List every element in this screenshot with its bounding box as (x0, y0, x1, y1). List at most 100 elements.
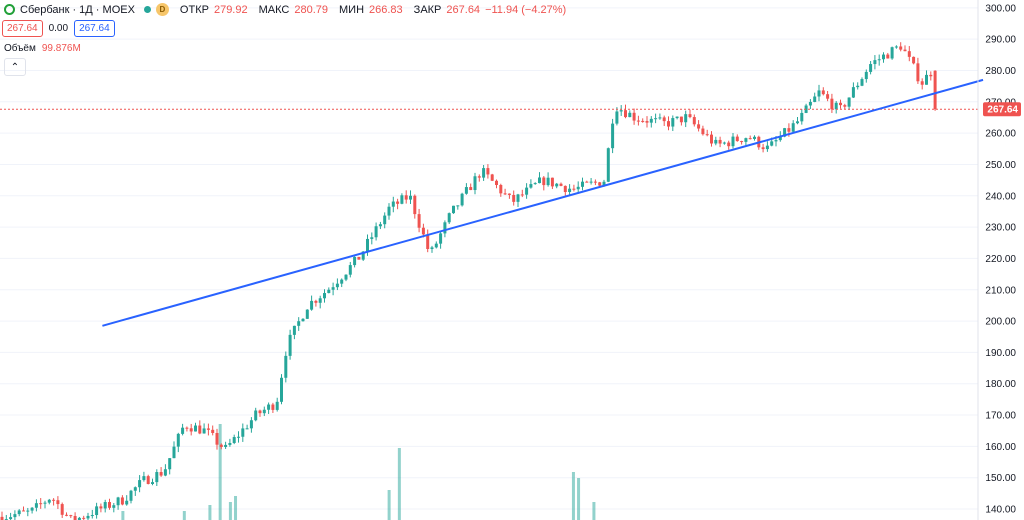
candle-body (722, 142, 726, 144)
collapse-legend-button[interactable]: ⌃ (4, 58, 26, 76)
candle-body (353, 256, 357, 266)
candle-body (77, 517, 81, 520)
candle-body (26, 510, 30, 512)
close-value: 267.64 (446, 3, 481, 16)
candle-body (611, 123, 615, 149)
candle-body (103, 502, 107, 509)
candle-body (138, 480, 142, 488)
candle-body (378, 224, 382, 227)
candle-body (22, 510, 25, 512)
candle-body (434, 243, 438, 248)
volume-bar (208, 505, 212, 520)
price-boxes: 267.64 0.00 267.64 (2, 20, 115, 37)
change-value: −11.94 (−4.27%) (485, 3, 567, 16)
candle-body (894, 46, 898, 48)
candle-body (839, 102, 842, 106)
volume-bar (397, 448, 401, 520)
volume-bar (218, 424, 222, 520)
candle-body (374, 226, 378, 238)
candle-body (335, 283, 339, 288)
candle-body (783, 128, 787, 137)
candle-body (753, 136, 756, 139)
buy-price-button[interactable]: 267.64 (74, 20, 115, 37)
candle-body (636, 120, 640, 122)
close-label: ЗАКР (413, 3, 442, 16)
candle-body (679, 116, 683, 123)
candle-body (856, 85, 860, 88)
price-axis: 300.00290.00280.00270.00260.00250.00240.… (985, 3, 1016, 515)
candle-body (430, 247, 434, 250)
candle-body (581, 181, 584, 187)
candle-body (568, 188, 572, 193)
volume-bar (387, 490, 391, 520)
candle-body (890, 47, 894, 59)
candle-body (882, 54, 885, 60)
candle-body (421, 227, 425, 235)
candle-body (443, 222, 447, 234)
candle-body (185, 427, 189, 429)
candle-body (593, 181, 597, 183)
price-tick-label: 280.00 (985, 66, 1016, 77)
candle-body (86, 515, 90, 519)
candle-body (671, 118, 675, 127)
candle-body (796, 121, 799, 124)
candle-body (237, 436, 240, 438)
sell-price-button[interactable]: 267.64 (2, 20, 43, 37)
candle-body (413, 195, 417, 215)
candle-body (851, 87, 855, 98)
candle-body (47, 499, 51, 503)
candle-body (529, 184, 533, 188)
symbol-title[interactable]: Сбербанк · 1Д · MOEX (20, 3, 135, 16)
candle-body (533, 183, 537, 185)
volume-bar (577, 478, 581, 520)
candle-body (323, 293, 326, 299)
candle-body (43, 502, 47, 504)
candle-body (13, 514, 17, 518)
candle-body (357, 256, 361, 260)
price-tick-label: 210.00 (985, 285, 1016, 296)
candle-body (301, 318, 305, 322)
candle-body (344, 274, 348, 280)
candle-body (826, 94, 830, 99)
price-tick-label: 300.00 (985, 3, 1016, 14)
candle-body (30, 507, 34, 511)
candle-body (56, 500, 60, 505)
candle-body (516, 194, 520, 202)
candle-body (804, 105, 808, 113)
candle-body (645, 121, 649, 123)
market-status-icon (143, 6, 151, 13)
candle-body (116, 497, 120, 506)
candle-body (69, 515, 73, 517)
candle-body (120, 497, 124, 505)
candle-body (778, 136, 782, 141)
candle-body (787, 128, 791, 132)
price-tick-label: 220.00 (985, 254, 1016, 265)
candle-body (628, 112, 632, 118)
volume-bar (234, 496, 238, 520)
last-price-badge (983, 102, 1021, 117)
candle-body (903, 49, 907, 52)
sber-logo-icon (4, 4, 15, 15)
candle-body (409, 195, 412, 200)
candle-body (907, 51, 911, 57)
candle-body (602, 181, 606, 186)
candle-body (189, 428, 193, 432)
dividend-badge[interactable]: D (155, 3, 169, 16)
candle-body (224, 444, 228, 447)
candle-body (426, 234, 430, 250)
candle-body (692, 117, 696, 125)
price-tick-label: 200.00 (985, 317, 1016, 328)
candle-body (82, 517, 86, 519)
candle-body (310, 300, 314, 310)
candle-body (17, 510, 21, 515)
candle-body (125, 500, 129, 505)
candle-body (813, 96, 817, 102)
candle-body (654, 118, 658, 120)
candle-body (718, 139, 722, 144)
candle-body (34, 503, 38, 508)
candle-body (770, 141, 774, 146)
candle-body (877, 59, 881, 61)
candle-body (387, 206, 391, 216)
candle-body (146, 476, 150, 484)
